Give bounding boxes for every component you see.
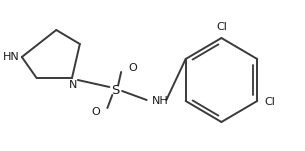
Text: HN: HN xyxy=(3,52,20,62)
Text: Cl: Cl xyxy=(216,22,227,32)
Text: Cl: Cl xyxy=(264,97,275,107)
Text: NH: NH xyxy=(152,96,168,106)
Text: O: O xyxy=(92,107,100,117)
Text: N: N xyxy=(69,80,77,90)
Text: O: O xyxy=(128,63,137,73)
Text: S: S xyxy=(111,84,120,96)
